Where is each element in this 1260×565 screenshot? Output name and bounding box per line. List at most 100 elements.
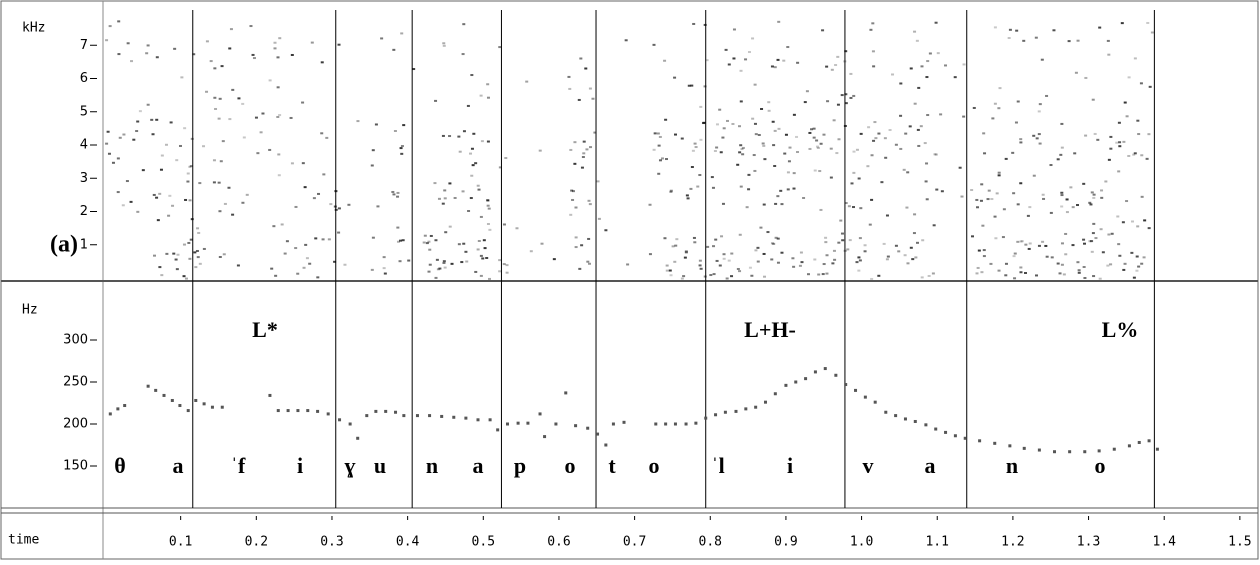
spectrogram-cell <box>913 30 917 33</box>
spectrogram-cell <box>658 135 662 138</box>
spectrogram-cell <box>776 261 780 264</box>
spectrogram-cell <box>320 132 324 135</box>
spectrogram-cell <box>1056 158 1060 161</box>
spectrogram-cell <box>866 165 870 168</box>
spectrogram-cell <box>383 272 387 275</box>
spectrogram-cell <box>859 132 863 135</box>
spectrogram-cell <box>205 90 209 93</box>
spectrogram-cell <box>997 174 1001 177</box>
spectrogram-cell <box>480 140 484 143</box>
spectrogram-cell <box>822 133 826 136</box>
spectrogram-cell <box>1109 147 1113 150</box>
spectrogram-cell <box>486 96 490 99</box>
spectrogram-cell <box>1064 232 1068 235</box>
spectrogram-cell <box>712 245 716 248</box>
spectrogram-cell <box>1147 133 1151 136</box>
spectrogram-cell <box>277 153 281 156</box>
spectrogram-cell <box>198 262 202 265</box>
spectrogram-cell <box>321 238 325 241</box>
spectrogram-cell <box>780 251 784 254</box>
spectrogram-cell <box>182 275 186 278</box>
spectrogram-cell <box>692 22 696 25</box>
spectrogram-cell <box>121 204 125 207</box>
spectrogram-cell <box>912 232 916 235</box>
spectrogram-cell <box>444 231 448 234</box>
spectrogram-cell <box>726 119 730 122</box>
spectrogram-cell <box>870 154 874 157</box>
spectrogram-cell <box>920 65 924 68</box>
spectrogram-cell <box>261 112 265 115</box>
spectrogram-cell <box>1140 154 1144 157</box>
spectrogram-cell <box>176 253 180 256</box>
spectrogram-cell <box>736 267 740 270</box>
x-tick-label: 0.8 <box>699 535 722 550</box>
spectrogram-cell <box>870 277 874 280</box>
pitch-point <box>944 430 948 434</box>
spectrogram-cell <box>664 118 668 121</box>
spectrogram-cell <box>1004 157 1008 160</box>
spectrogram-cell <box>396 226 400 229</box>
spectrogram-cell <box>753 169 757 172</box>
spectrogram-cell <box>739 144 743 147</box>
spectrogram-cell <box>796 61 800 64</box>
spectrogram-cell <box>276 86 280 89</box>
pitch-point <box>554 422 558 426</box>
pitch-point <box>186 409 190 413</box>
spectrogram-cell <box>370 164 374 167</box>
spectrogram-cell <box>813 258 817 261</box>
spectrogram-cell <box>699 267 703 270</box>
spectrogram-cell <box>699 105 703 108</box>
spectrogram-cell <box>810 128 814 131</box>
spectrogram-cell <box>312 197 316 200</box>
spectrogram-cell <box>674 133 678 136</box>
spectrogram-cell <box>1059 153 1063 156</box>
pitch-point <box>374 409 378 413</box>
spectrogram-cell <box>792 113 796 116</box>
pitch-point <box>1147 439 1151 443</box>
spectrogram-cell <box>819 142 823 145</box>
spectrogram-cell <box>849 72 853 75</box>
spectrogram-cell <box>696 185 700 188</box>
spectrogram-cell <box>979 199 983 202</box>
spectrogram-cell <box>1071 206 1075 209</box>
spectrogram-cell <box>718 264 722 267</box>
spectrogram-cell <box>1107 233 1111 236</box>
spectrogram-cell <box>835 152 839 155</box>
spectrogram-cell <box>1076 261 1080 264</box>
spectrogram-cell <box>673 260 677 263</box>
spectrogram-cell <box>1143 219 1147 222</box>
spectrogram-cell <box>913 102 917 105</box>
spectrogram-cell <box>382 267 386 270</box>
spectrogram-cell <box>283 252 287 255</box>
tone-label: L% <box>1102 317 1139 342</box>
spectrogram-cell <box>498 166 502 169</box>
spectrogram-cell <box>701 122 705 125</box>
spectrogram-cell <box>736 163 740 166</box>
spectrogram-cell <box>869 28 873 31</box>
spectrogram-cell <box>125 180 129 183</box>
spectrogram-cell <box>604 229 608 232</box>
spectrogram-cell <box>872 139 876 142</box>
spectrogram-cell <box>1140 262 1144 265</box>
spectrogram-cell <box>569 148 573 151</box>
spectrogram-cell <box>1090 191 1094 194</box>
spectrogram-cell <box>886 255 890 258</box>
spectrogram-cell <box>690 166 694 169</box>
spectrogram-cell <box>1026 214 1030 217</box>
pitch-point <box>723 410 727 414</box>
spectrogram-cell <box>294 247 298 250</box>
x-tick-label: 1.3 <box>1077 535 1100 550</box>
spectrogram-cell <box>229 28 233 31</box>
spectrogram-cell <box>194 266 198 269</box>
spectrogram-cell <box>278 37 282 40</box>
x-tick-label: 0.7 <box>623 535 646 550</box>
spectrogram-cell <box>236 264 240 267</box>
spectrogram-cell <box>202 145 206 148</box>
pitch-point <box>543 435 547 439</box>
spectrogram-cell <box>1150 31 1154 34</box>
spectrogram-cell <box>656 132 660 135</box>
spectrogram-cell <box>155 118 159 121</box>
spectrogram-cell <box>738 151 742 154</box>
spectrogram-cell <box>217 117 221 120</box>
spectrogram-cell <box>1082 182 1086 185</box>
